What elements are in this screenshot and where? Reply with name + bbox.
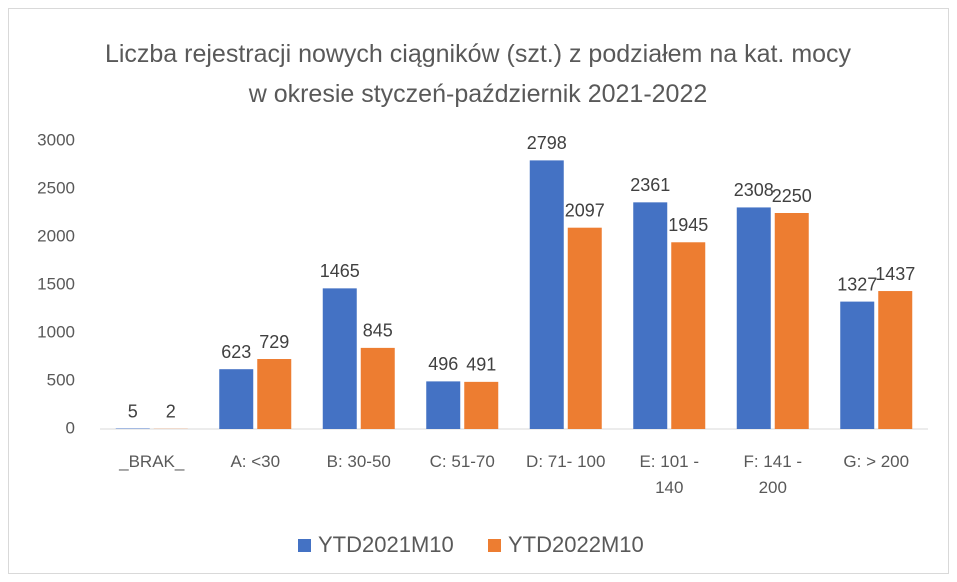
legend-swatch <box>298 539 311 552</box>
value-label: 2250 <box>772 186 812 206</box>
bar <box>633 202 668 429</box>
bar <box>671 242 706 429</box>
value-label: 2 <box>166 402 176 422</box>
value-label: 1327 <box>837 274 877 294</box>
x-tick-label: B: 30-50 <box>326 452 391 471</box>
x-tick-label: C: 51-70 <box>429 452 495 471</box>
bar <box>774 213 809 429</box>
bar <box>360 347 395 429</box>
y-tick-label: 500 <box>47 370 75 389</box>
y-tick-label: 2500 <box>37 178 75 197</box>
value-label: 2361 <box>630 175 670 195</box>
legend-label: YTD2021M10 <box>318 532 454 557</box>
legend-swatch <box>488 539 501 552</box>
bar <box>322 288 357 429</box>
value-label: 729 <box>259 332 289 352</box>
bar <box>736 207 771 429</box>
y-tick-label: 1000 <box>37 322 75 341</box>
value-label: 2097 <box>565 200 605 220</box>
value-label: 845 <box>363 321 393 341</box>
x-tick-label: A: <30 <box>230 452 281 471</box>
y-tick-label: 2000 <box>37 226 75 245</box>
y-tick-label: 0 <box>66 418 75 437</box>
value-label: 2308 <box>734 180 774 200</box>
bar <box>567 227 602 429</box>
value-label: 1437 <box>875 264 915 284</box>
chart-title: Liczba rejestracji nowych ciągników (szt… <box>104 40 852 108</box>
value-label: 1945 <box>668 215 708 235</box>
bar <box>219 369 254 429</box>
bar <box>464 381 499 429</box>
x-tick-label: D: 71- 100 <box>526 452 606 471</box>
x-tick-label: G: > 200 <box>843 452 910 471</box>
bar <box>840 301 875 429</box>
x-tick-label: E: 101 - 140 <box>639 452 700 497</box>
bar <box>529 160 564 429</box>
value-label: 5 <box>128 401 138 421</box>
value-label: 496 <box>428 354 458 374</box>
x-tick-label: _BRAK_ <box>119 452 185 471</box>
value-label: 1465 <box>320 261 360 281</box>
x-tick-label: F: 141 - 200 <box>743 452 803 497</box>
value-label: 2798 <box>527 133 567 153</box>
value-label: 623 <box>221 342 251 362</box>
bar <box>257 359 292 429</box>
bar <box>426 381 461 429</box>
legend-label: YTD2022M10 <box>508 532 644 557</box>
value-label: 491 <box>466 355 496 375</box>
y-tick-label: 1500 <box>37 274 75 293</box>
y-tick-label: 3000 <box>37 130 75 149</box>
bar <box>878 291 913 429</box>
